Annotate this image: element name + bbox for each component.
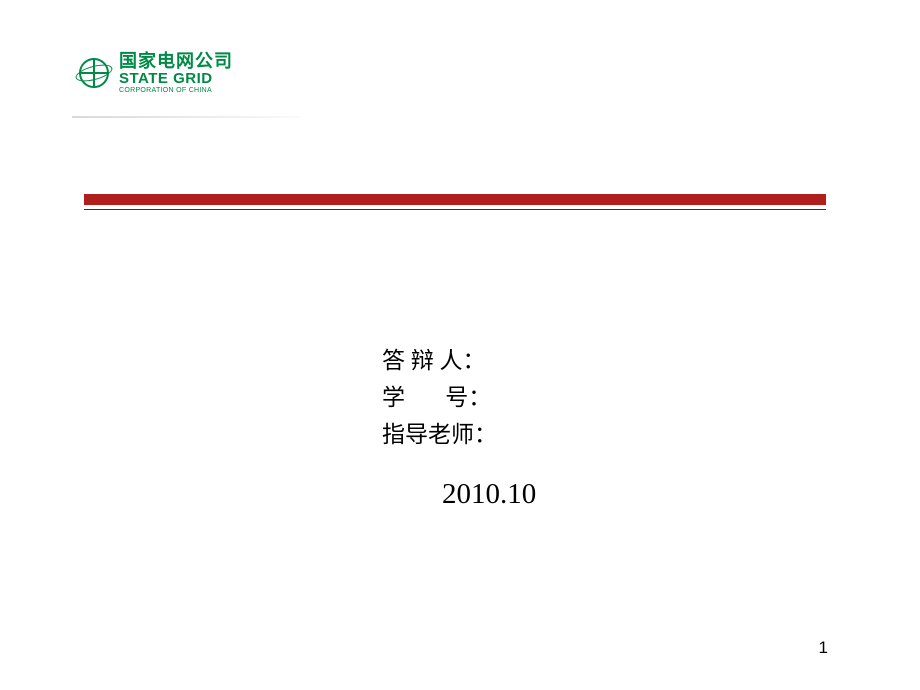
- defendant-label: 答 辩 人：: [382, 343, 497, 380]
- logo-shadow: [72, 116, 302, 118]
- page-number: 1: [819, 638, 828, 658]
- logo-english-main: STATE GRID: [119, 71, 233, 86]
- red-bar: [84, 194, 826, 205]
- logo-block: 国家电网公司 STATE GRID CORPORATION OF CHINA: [75, 52, 233, 94]
- logo-english-sub: CORPORATION OF CHINA: [119, 87, 233, 94]
- advisor-label: 指导老师：: [382, 417, 497, 454]
- date-text: 2010.10: [442, 478, 536, 511]
- divider: [84, 194, 826, 210]
- student-id-label: 学 号：: [382, 380, 497, 417]
- info-block: 答 辩 人： 学 号： 指导老师：: [382, 343, 497, 453]
- state-grid-globe-icon: [75, 54, 113, 92]
- thin-underline: [84, 209, 826, 210]
- logo-chinese: 国家电网公司: [119, 52, 233, 70]
- logo-text-block: 国家电网公司 STATE GRID CORPORATION OF CHINA: [119, 52, 233, 94]
